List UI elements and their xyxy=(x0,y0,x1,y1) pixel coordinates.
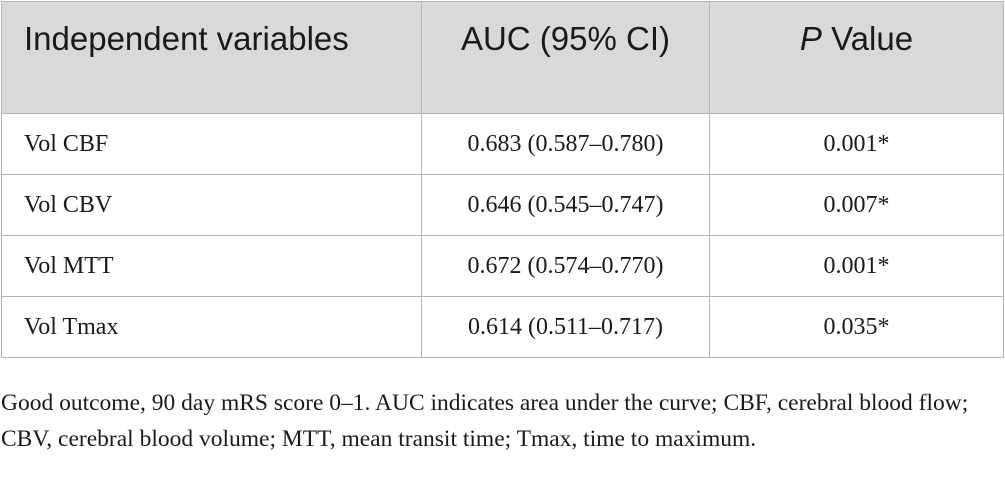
header-p-rest: Value xyxy=(821,20,914,57)
cell-variable: Vol CBF xyxy=(1,113,422,175)
cell-auc: 0.646 (0.545–0.747) xyxy=(421,174,710,236)
cell-variable: Vol Tmax xyxy=(1,296,422,358)
header-auc-text: AUC (95% CI) xyxy=(460,20,671,57)
cell-p-value: 0.035* xyxy=(709,296,1004,358)
header-independent-variables: Independent variables xyxy=(1,1,422,114)
table-row: Vol MTT 0.672 (0.574–0.770) 0.001* xyxy=(1,235,1004,297)
auc-results-table: Independent variables AUC (95% CI) P Val… xyxy=(1,1,1004,358)
header-auc: AUC (95% CI) xyxy=(421,1,710,114)
header-p-italic: P xyxy=(799,20,822,57)
table-header-row: Independent variables AUC (95% CI) P Val… xyxy=(1,1,1004,114)
results-table-container: Independent variables AUC (95% CI) P Val… xyxy=(1,1,1004,358)
cell-variable: Vol MTT xyxy=(1,235,422,297)
header-p-value: P Value xyxy=(709,1,1004,114)
table-row: Vol CBF 0.683 (0.587–0.780) 0.001* xyxy=(1,113,1004,175)
cell-p-value: 0.001* xyxy=(709,235,1004,297)
cell-auc: 0.683 (0.587–0.780) xyxy=(421,113,710,175)
header-independent-variables-text: Independent variables xyxy=(24,20,349,57)
table-footnote: Good outcome, 90 day mRS score 0–1. AUC … xyxy=(1,390,969,452)
cell-p-value: 0.007* xyxy=(709,174,1004,236)
table-row: Vol CBV 0.646 (0.545–0.747) 0.007* xyxy=(1,174,1004,236)
cell-p-value: 0.001* xyxy=(709,113,1004,175)
cell-auc: 0.614 (0.511–0.717) xyxy=(421,296,710,358)
cell-auc: 0.672 (0.574–0.770) xyxy=(421,235,710,297)
cell-variable: Vol CBV xyxy=(1,174,422,236)
table-row: Vol Tmax 0.614 (0.511–0.717) 0.035* xyxy=(1,296,1004,358)
